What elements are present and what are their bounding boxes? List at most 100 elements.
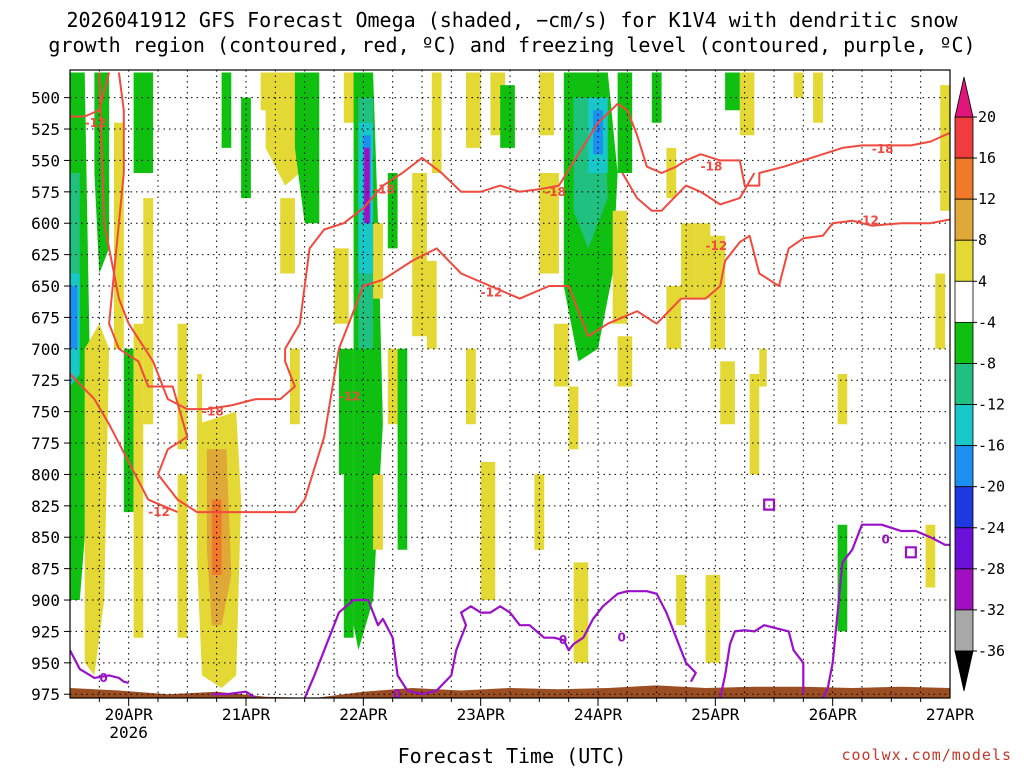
- colorbar-bin: [954, 363, 974, 405]
- freezing-level-closed-contour: [763, 498, 776, 511]
- y-tick-label: 750: [31, 403, 60, 422]
- y-tick-label: 500: [31, 89, 60, 108]
- x-tick-label: 24APR: [574, 705, 623, 724]
- omega-shade-region: [940, 85, 950, 211]
- colorbar-tick-label: -36: [978, 642, 1005, 660]
- dgz-contour-label: -18: [202, 405, 224, 419]
- dgz-contour-line: [70, 72, 111, 118]
- dgz-contour-label: -18: [544, 185, 566, 199]
- x-tick-label: 25APR: [691, 705, 740, 724]
- colorbar-tick-label: -16: [978, 437, 1005, 455]
- freezing-level-closed-contour: [904, 546, 917, 559]
- freezing-contour-label: 0: [882, 533, 890, 547]
- y-tick-label: 725: [31, 371, 60, 390]
- omega-shade-region: [573, 562, 589, 663]
- dgz-contour-label: -12: [481, 285, 503, 299]
- y-tick-label: 775: [31, 434, 60, 453]
- y-tick-label: 675: [31, 308, 60, 327]
- omega-shade-region: [617, 72, 633, 173]
- omega-shade-region: [837, 524, 848, 632]
- colorbar: 20 16 12 8 4 -4 -8 -12 -16 -20 -24 -28 -32 -36: [954, 76, 1005, 692]
- omega-shade-region: [466, 348, 476, 425]
- omega-shade-region: [466, 72, 481, 148]
- x-tick-year: 2026: [109, 723, 148, 742]
- omega-shade-region: [431, 72, 442, 173]
- freezing-contour-label: 0: [99, 671, 107, 685]
- omega-shade-region: [935, 273, 946, 349]
- colorbar-tick-label: -4: [978, 313, 996, 331]
- omega-shade-region: [177, 474, 188, 638]
- colorbar-bin: [954, 157, 974, 200]
- dgz-contour-label: -12: [706, 239, 728, 253]
- omega-shade-region: [612, 210, 628, 324]
- omega-shade-region: [114, 122, 124, 349]
- dgz-contour-label: -18: [373, 182, 395, 196]
- omega-shade-region: [143, 198, 154, 425]
- y-axis: 500 525 550 575 600 625 650 675 700 725 750 775 800 8…: [31, 89, 70, 704]
- omega-shade-region: [539, 72, 554, 136]
- dgz-contour-label: -12: [857, 214, 879, 228]
- omega-shade-region: [710, 235, 726, 349]
- omega-shade-region: [749, 374, 760, 475]
- dgz-contour-label: -12: [148, 505, 170, 519]
- dgz-contour-label: -18: [701, 160, 723, 174]
- y-tick-label: 600: [31, 214, 60, 233]
- freezing-level-contour: [211, 690, 257, 698]
- x-tick-label: 26APR: [809, 705, 858, 724]
- x-axis-label: Forecast Time (UTC): [397, 744, 627, 768]
- omega-shade-region: [759, 348, 767, 387]
- omega-shade-region: [925, 524, 936, 588]
- omega-shade-region: [211, 499, 222, 575]
- colorbar-bin: [954, 239, 974, 282]
- omega-shade-region: [397, 348, 408, 550]
- colorbar-bin: [954, 609, 974, 652]
- omega-shade-region: [197, 374, 202, 437]
- omega-shade-region: [373, 223, 383, 299]
- y-tick-label: 575: [31, 183, 60, 202]
- y-tick-label: 700: [31, 340, 60, 359]
- y-tick-label: 825: [31, 497, 60, 516]
- freezing-level-contour: [719, 624, 805, 698]
- omega-shade-region: [837, 374, 848, 425]
- y-tick-label: 875: [31, 560, 60, 579]
- omega-shade-region: [695, 223, 711, 299]
- colorbar-bin: [954, 198, 974, 241]
- x-tick-label: 20APR: [105, 705, 154, 724]
- omega-shade-region: [554, 323, 569, 387]
- omega-shade-region: [265, 72, 300, 186]
- colorbar-bin: [954, 116, 974, 159]
- y-tick-label: 800: [31, 465, 60, 484]
- credit-text[interactable]: coolwx.com/models: [841, 746, 1012, 764]
- chart-title-line2: growth region (contoured, red, ºC) and f…: [48, 33, 976, 57]
- omega-shade-region: [334, 248, 349, 324]
- colorbar-bottom-cap: [954, 650, 974, 692]
- y-tick-label: 900: [31, 591, 60, 610]
- x-tick-label: 23APR: [457, 705, 506, 724]
- colorbar-bin: [954, 280, 974, 323]
- colorbar-tick-label: -8: [978, 354, 996, 372]
- freezing-level-contour: [821, 523, 950, 698]
- omega-shade-region: [666, 286, 682, 349]
- omega-shade-region: [739, 72, 755, 136]
- colorbar-tick-label: -20: [978, 478, 1005, 496]
- colorbar-tick-label: 20: [978, 108, 996, 126]
- omega-shade-region: [70, 286, 78, 349]
- colorbar-tick-label: 12: [978, 190, 996, 208]
- y-tick-label: 975: [31, 685, 60, 704]
- freezing-contour-label: 0: [393, 687, 401, 701]
- dgz-contour-line: [98, 72, 950, 411]
- colorbar-tick-label: -12: [978, 396, 1005, 414]
- omega-shade-region: [373, 474, 383, 550]
- omega-shade-region: [568, 386, 579, 450]
- omega-shade-region: [793, 72, 804, 98]
- omega-shade-region: [725, 72, 740, 111]
- freezing-contour-label: 0: [618, 631, 626, 645]
- colorbar-bin: [954, 568, 974, 611]
- colorbar-tick-label: -24: [978, 519, 1005, 537]
- colorbar-tick-label: 8: [978, 231, 987, 249]
- x-axis: 20APR 21APR 22APR 23APR 24APR 25APR 26APR 27APR…: [98, 698, 974, 742]
- y-tick-label: 850: [31, 528, 60, 547]
- omega-shade-region: [617, 336, 633, 387]
- colorbar-tick-label: 16: [978, 149, 996, 167]
